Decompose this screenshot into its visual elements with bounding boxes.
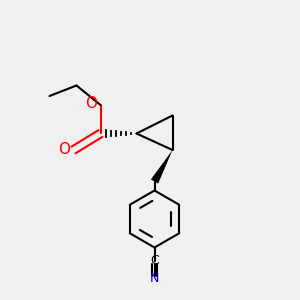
Text: O: O bbox=[85, 96, 97, 111]
Text: C: C bbox=[150, 254, 159, 268]
Polygon shape bbox=[151, 150, 172, 184]
Text: O: O bbox=[58, 142, 70, 158]
Text: N: N bbox=[150, 272, 159, 286]
